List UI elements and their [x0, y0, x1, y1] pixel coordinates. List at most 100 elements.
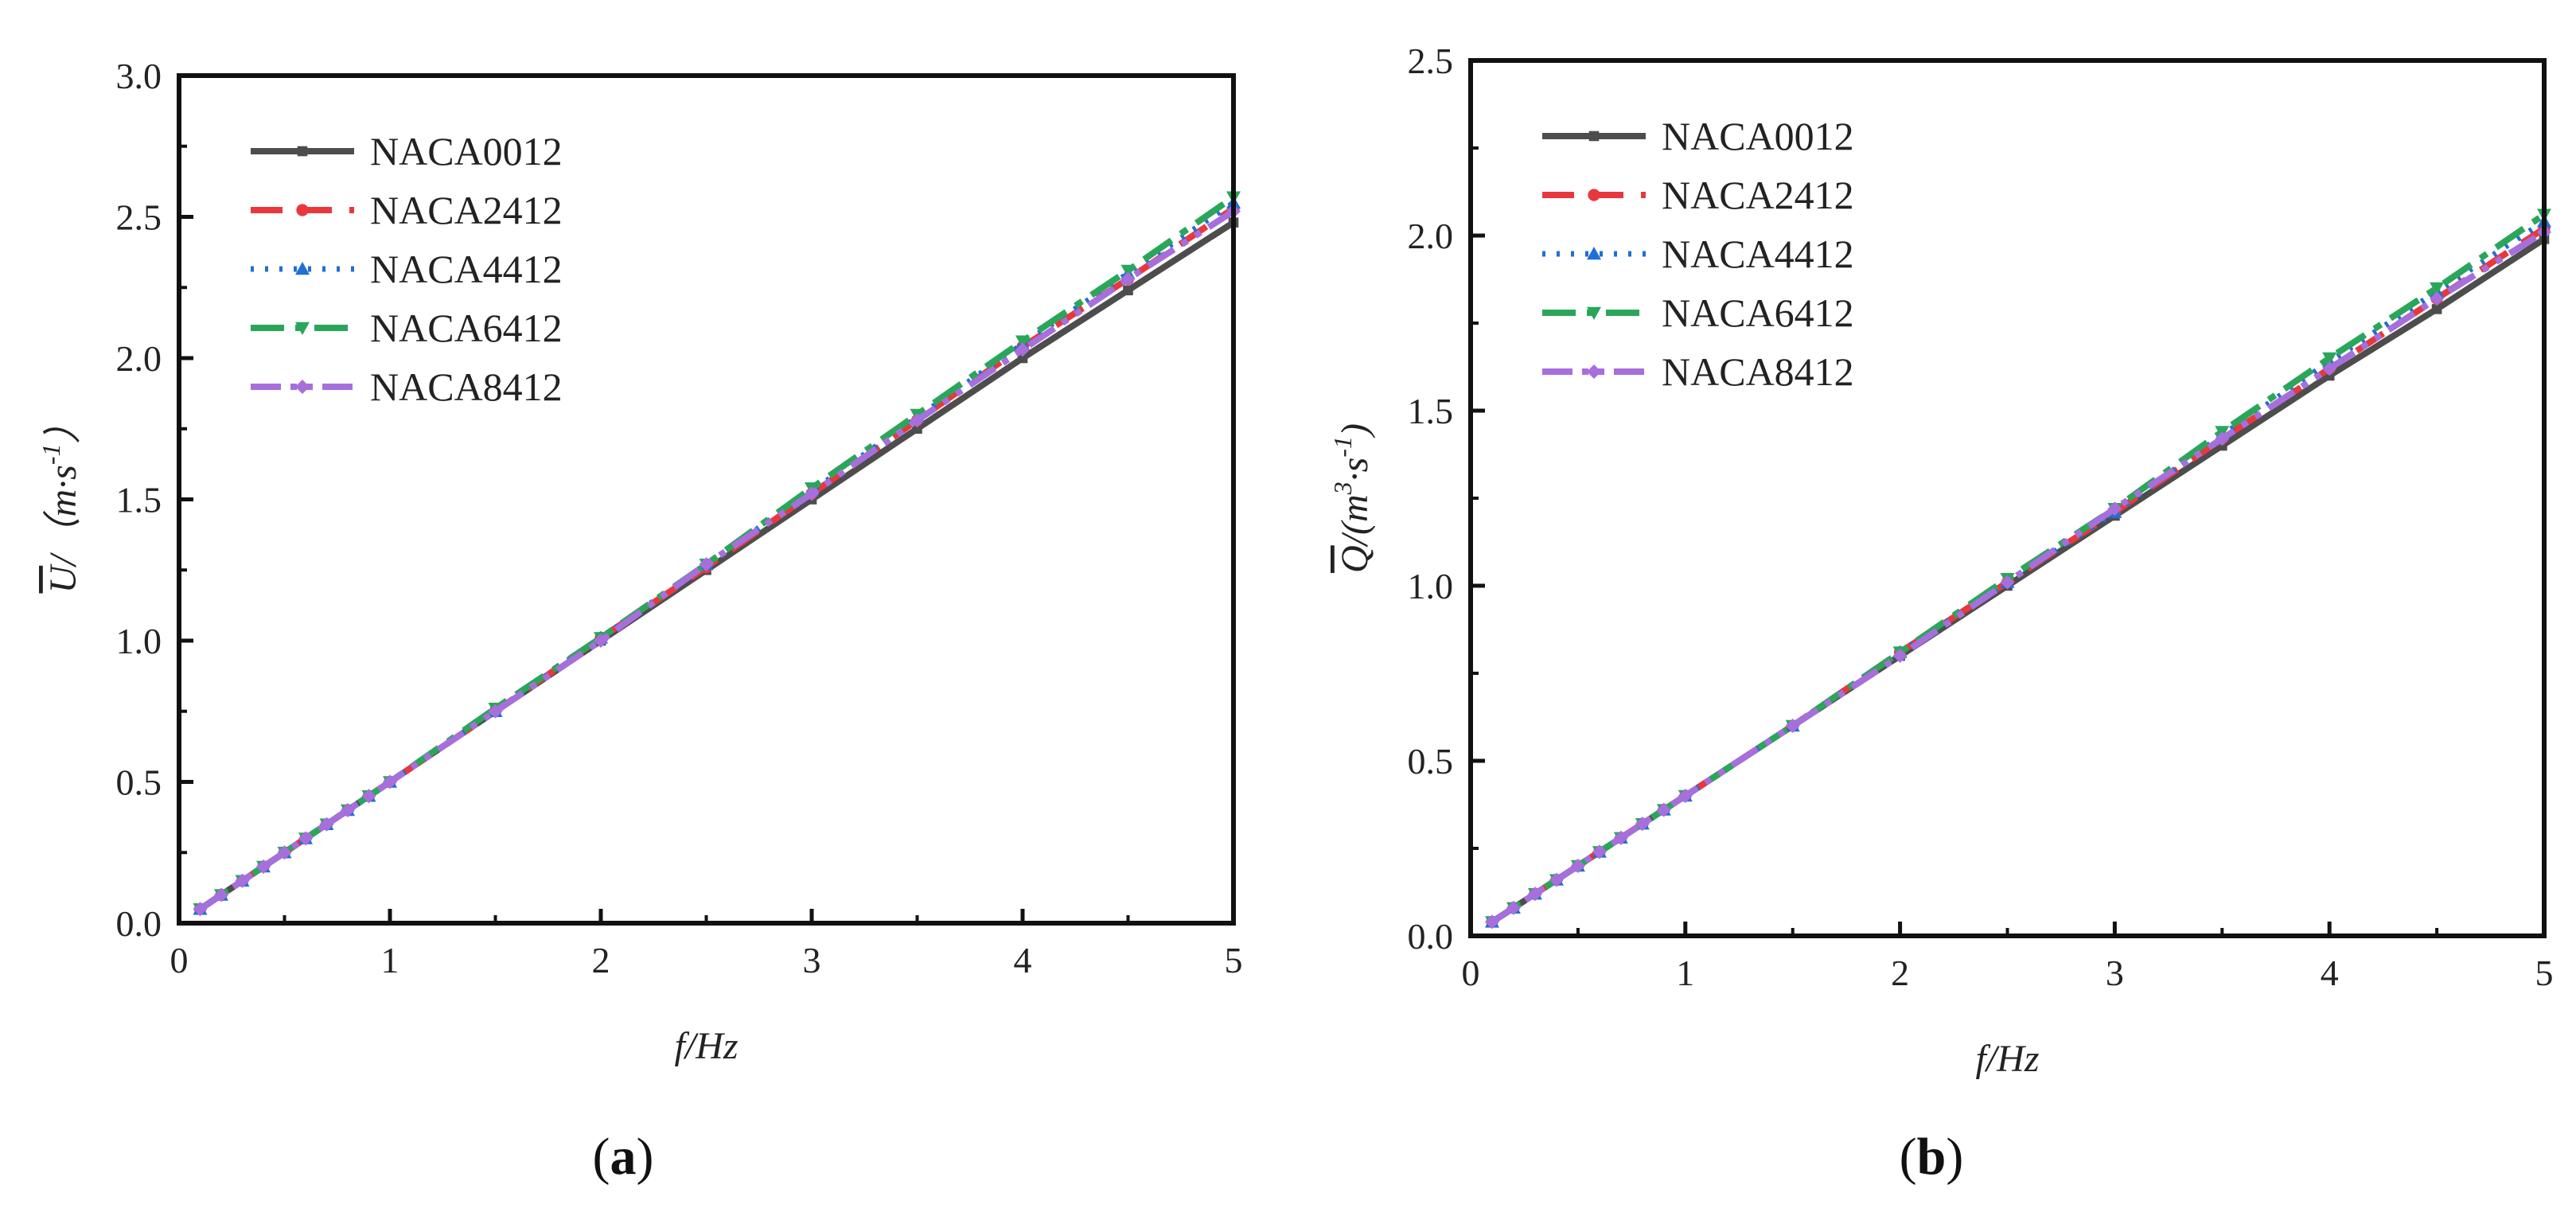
- y-tick-label: 2.0: [116, 338, 162, 379]
- data-point: [1015, 342, 1030, 357]
- y-axis-title: U/（m·s-1）: [37, 405, 84, 593]
- x-tick-label: 5: [1225, 940, 1243, 980]
- legend: NACA0012 NACA2412 NACA4412 NACA6412 NACA8412: [251, 129, 563, 409]
- data-point: [361, 789, 376, 804]
- y-tick-label: 0.5: [1408, 741, 1454, 782]
- y-tick-label: 1.5: [1408, 391, 1454, 431]
- data-point: [1678, 789, 1693, 803]
- y-tick-label: 1.0: [1408, 566, 1454, 606]
- x-tick-label: 2: [1891, 953, 1909, 993]
- y-axis-unit: ): [1334, 423, 1376, 438]
- legend-label: NACA6412: [370, 306, 563, 350]
- data-point: [1785, 719, 1800, 733]
- data-point: [1120, 264, 1136, 278]
- data-point: [2322, 361, 2337, 376]
- data-point: [1549, 872, 1564, 887]
- legend-marker: [295, 380, 310, 394]
- series-naca8412: [1484, 224, 2551, 930]
- data-point: [235, 873, 250, 888]
- data-point: [2000, 575, 2015, 590]
- legend-label: NACA0012: [370, 129, 563, 173]
- data-point: [2430, 282, 2445, 295]
- legend-marker: [1588, 131, 1600, 142]
- series-line: [1490, 229, 2547, 925]
- series-naca8412: [193, 204, 1241, 917]
- panel-label: (b): [1900, 1128, 1964, 1186]
- plot-frame: [1468, 58, 2547, 938]
- data-point: [1635, 817, 1650, 832]
- legend-marker: [1587, 364, 1601, 379]
- x-tick-label: 2: [592, 940, 610, 980]
- data-point: [1506, 900, 1521, 915]
- data-point: [2322, 352, 2337, 365]
- x-tick-label: 3: [2106, 953, 2124, 993]
- y-axis-unit: ）: [42, 405, 84, 443]
- legend-marker: [1587, 306, 1601, 320]
- x-tick-label: 0: [170, 940, 189, 980]
- data-point: [2430, 291, 2445, 306]
- data-point: [1123, 285, 1133, 296]
- data-point: [193, 902, 208, 917]
- data-point: [319, 817, 334, 832]
- data-point: [1017, 353, 1028, 364]
- data-point: [912, 423, 922, 435]
- data-point: [699, 557, 714, 572]
- data-point: [1592, 844, 1607, 859]
- chart-panel-a: 0 1 2 3 4 5 0.0 0.5 1.0 1.5 2.0 2.5 3.0 f/Hz U/（m·s-1）…: [37, 56, 1243, 1186]
- x-tick-label: 1: [381, 940, 399, 980]
- data-point: [594, 633, 608, 648]
- y-axis-symbol: U: [42, 563, 84, 594]
- legend-label: NACA8412: [370, 364, 563, 409]
- legend-marker: [1587, 247, 1601, 260]
- data-point: [1613, 830, 1628, 845]
- data-point: [383, 774, 397, 789]
- legend-marker: [297, 146, 308, 157]
- y-axis-unit: /（m·s: [42, 465, 84, 568]
- y-tick-label: 2.5: [1408, 41, 1454, 81]
- y-axis-title: Q/(m3·s-1): [1328, 423, 1376, 573]
- data-point: [1892, 649, 1908, 663]
- legend-label: NACA6412: [1662, 290, 1854, 335]
- data-point: [277, 845, 292, 860]
- chart-panel-b: 0 1 2 3 4 50.00.51.01.52.02.5f/HzQ/(m3·s-1)NA…: [1328, 41, 2554, 1186]
- data-point: [2107, 501, 2122, 516]
- y-tick-label: 3.0: [116, 56, 162, 96]
- x-tick-label: 5: [2535, 953, 2554, 993]
- y-tick-label: 1.0: [116, 621, 162, 661]
- data-point: [1484, 914, 1499, 930]
- data-point: [1527, 887, 1542, 902]
- legend-label: NACA8412: [1662, 349, 1854, 394]
- data-point: [2215, 431, 2230, 446]
- y-axis-unit-exponent: -1: [1328, 436, 1357, 458]
- x-axis-title: f/Hz: [1975, 1038, 2039, 1080]
- y-tick-label: 2.5: [116, 197, 162, 238]
- x-tick-label: 4: [1014, 940, 1032, 980]
- data-point: [256, 859, 271, 874]
- data-point: [1120, 271, 1136, 286]
- data-point: [805, 486, 819, 501]
- legend: NACA0012 NACA2412 NACA4412 NACA6412 NACA8412: [1542, 114, 1854, 394]
- x-axis-title: f/Hz: [674, 1025, 738, 1067]
- y-tick-label: 0.0: [1408, 916, 1454, 957]
- plot-frame: [177, 73, 1236, 926]
- legend-label: NACA4412: [370, 247, 563, 291]
- legend-label: NACA0012: [1662, 114, 1854, 158]
- y-axis-unit-exponent: -1: [37, 444, 65, 466]
- data-point: [488, 704, 503, 719]
- data-point: [2431, 304, 2442, 314]
- y-tick-label: 0.5: [116, 762, 162, 803]
- data-point: [298, 831, 313, 846]
- y-axis-symbol: Q: [1334, 545, 1376, 573]
- legend-marker: [296, 204, 309, 216]
- y-tick-label: 0.0: [116, 903, 162, 944]
- x-tick-label: 1: [1676, 953, 1694, 993]
- x-tick-label: 0: [1462, 953, 1480, 993]
- x-tick-label: 4: [2321, 953, 2339, 993]
- y-tick-label: 1.5: [116, 480, 162, 520]
- y-axis-unit-exponent: 3: [1328, 481, 1357, 495]
- data-point: [1570, 859, 1585, 873]
- legend-label: NACA4412: [1662, 232, 1854, 276]
- data-point: [1015, 335, 1030, 349]
- legend-label: NACA2412: [370, 188, 563, 232]
